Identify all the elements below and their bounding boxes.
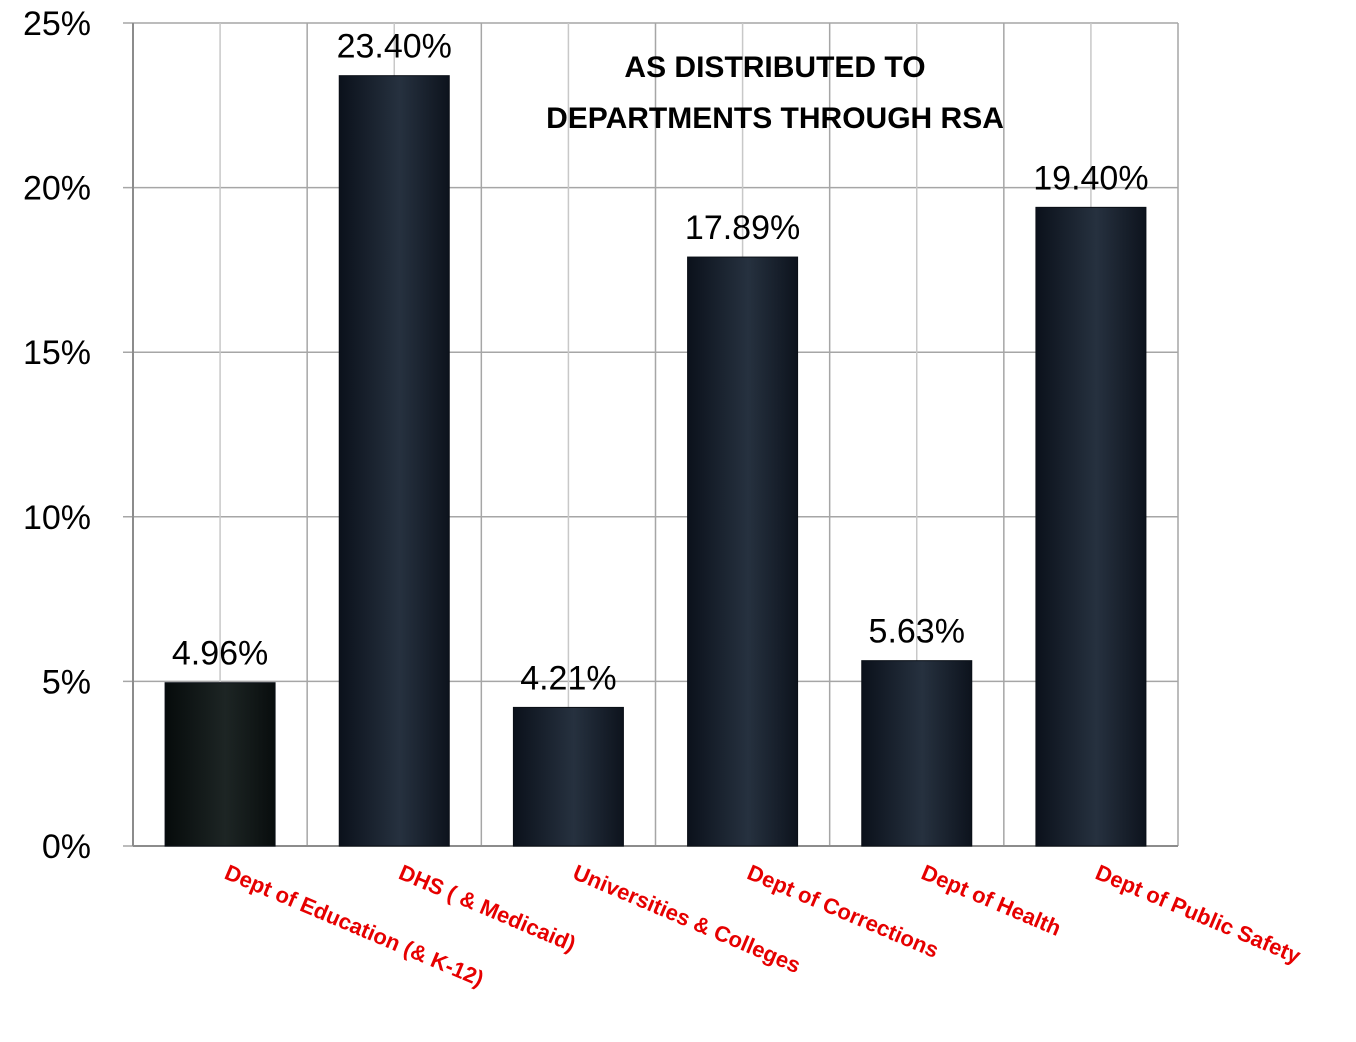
chart-title-line-1: AS DISTRIBUTED TO bbox=[624, 51, 925, 84]
y-tick-label: 20% bbox=[23, 170, 91, 208]
bar bbox=[1035, 206, 1147, 847]
gridlines bbox=[123, 22, 1179, 847]
bar bbox=[338, 75, 450, 847]
bar bbox=[861, 660, 973, 847]
y-axis-ticks: 0% 5% 10% 15% 20% 25% bbox=[23, 5, 91, 866]
y-tick-label: 5% bbox=[42, 663, 91, 701]
data-label: 23.40% bbox=[337, 28, 452, 66]
data-label: 19.40% bbox=[1033, 159, 1148, 197]
category-label-group: Dept of Health bbox=[918, 860, 1065, 941]
bar bbox=[164, 682, 276, 847]
y-tick-label: 0% bbox=[42, 828, 91, 866]
chart-title-line-2: DEPARTMENTS THROUGH RSA bbox=[546, 102, 1004, 135]
data-label: 4.96% bbox=[172, 635, 268, 673]
category-labels: Dept of Education (& K-12)DHS ( & Medica… bbox=[221, 860, 1305, 992]
bar bbox=[687, 256, 799, 847]
category-label: Dept of Public Safety bbox=[1092, 860, 1305, 969]
category-label-group: Dept of Public Safety bbox=[1092, 860, 1305, 969]
y-tick-label: 10% bbox=[23, 499, 91, 537]
data-label: 5.63% bbox=[869, 613, 965, 651]
data-labels: 4.96% 23.40% 4.21% 17.89% 5.63% 19.40% bbox=[172, 28, 1149, 698]
data-label: 17.89% bbox=[685, 209, 800, 247]
category-label: Dept of Health bbox=[918, 860, 1065, 941]
y-tick-label: 15% bbox=[23, 334, 91, 372]
bars bbox=[164, 75, 1147, 847]
data-label: 4.21% bbox=[520, 659, 616, 697]
bar bbox=[512, 706, 624, 847]
y-tick-label: 25% bbox=[23, 5, 91, 43]
